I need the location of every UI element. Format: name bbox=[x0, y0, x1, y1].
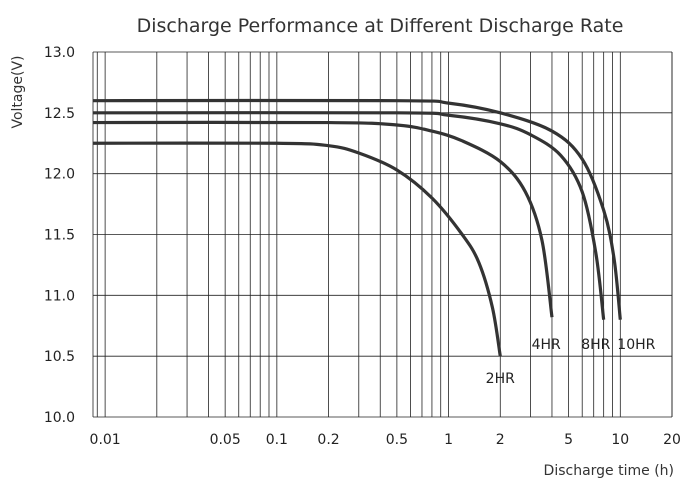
grid bbox=[92, 51, 673, 418]
y-tick-label: 10.0 bbox=[44, 410, 75, 426]
x-tick-label: 0.01 bbox=[90, 432, 121, 448]
y-tick-label: 10.5 bbox=[44, 349, 75, 365]
series-curves bbox=[92, 98, 622, 357]
x-tick-label: 0.1 bbox=[266, 432, 288, 448]
x-tick-label: 0.5 bbox=[386, 432, 408, 448]
x-axis-label: Discharge time (h) bbox=[544, 463, 674, 479]
series-line-8hr bbox=[92, 111, 606, 320]
y-tick-label: 12.0 bbox=[44, 167, 75, 183]
series-line-2hr bbox=[92, 141, 502, 357]
x-tick-label: 0.05 bbox=[210, 432, 241, 448]
y-tick-label: 11.5 bbox=[44, 228, 75, 244]
x-tick-label: 2 bbox=[496, 432, 505, 448]
y-tick-labels: 10.0 10.5 11.0 11.5 12.0 12.5 13.0 bbox=[44, 45, 75, 426]
x-tick-label: 20 bbox=[663, 432, 681, 448]
series-labels: 2HR 4HR 8HR 10HR bbox=[486, 337, 656, 387]
x-tick-label: 0.2 bbox=[317, 432, 339, 448]
y-axis-label: Voltage(V) bbox=[10, 55, 26, 128]
y-tick-label: 13.0 bbox=[44, 45, 75, 61]
x-tick-label: 1 bbox=[444, 432, 453, 448]
x-tick-labels: 0.01 0.05 0.1 0.2 0.5 1 2 5 10 20 bbox=[90, 432, 681, 448]
series-label-2hr: 2HR bbox=[486, 371, 515, 387]
chart-title: Discharge Performance at Different Disch… bbox=[137, 15, 624, 37]
x-tick-label: 5 bbox=[564, 432, 573, 448]
series-label-4hr: 4HR bbox=[532, 337, 561, 353]
series-label-8hr: 8HR bbox=[581, 337, 610, 353]
series-line-10hr bbox=[92, 98, 622, 320]
y-tick-label: 11.0 bbox=[44, 288, 75, 304]
x-tick-label: 10 bbox=[611, 432, 629, 448]
series-line-4hr bbox=[92, 120, 554, 318]
series-label-10hr: 10HR bbox=[617, 337, 655, 353]
y-tick-label: 12.5 bbox=[44, 106, 75, 122]
